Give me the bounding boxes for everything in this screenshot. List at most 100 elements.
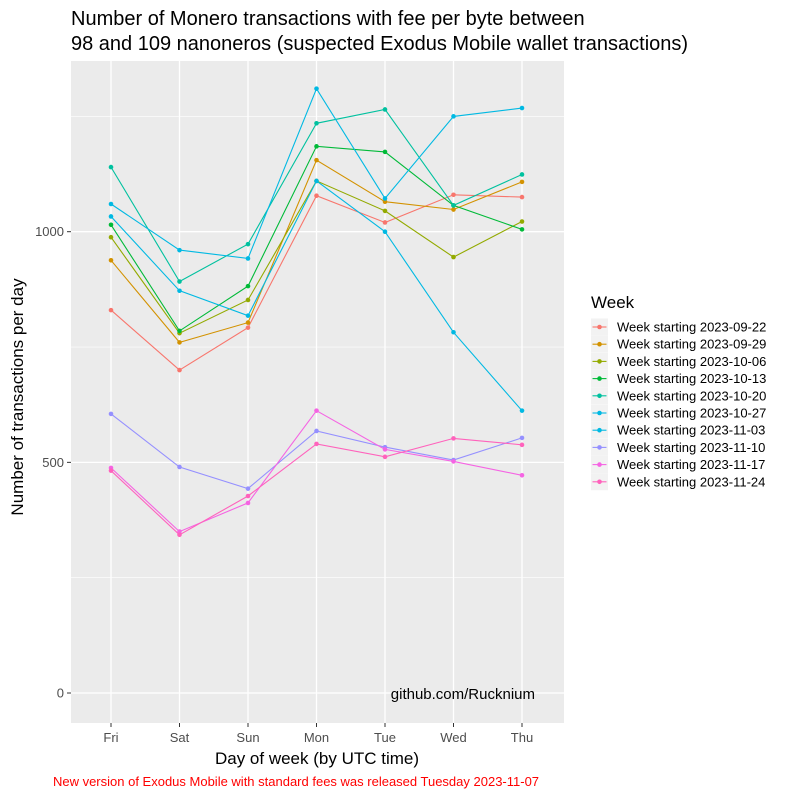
legend-key-point [597,359,602,364]
x-tick-label: Sat [170,730,190,745]
data-point-2-6 [519,219,525,224]
x-tick-label: Fri [103,730,118,745]
data-point-4-5 [451,203,456,208]
legend: Week starting 2023-09-22 Week starting 20… [591,318,766,491]
data-point-6-1 [177,288,182,294]
data-point-6-0 [108,214,114,219]
legend-label-4: Week starting 2023-10-20 [617,388,766,403]
data-point-7-6 [519,435,525,441]
data-point-3-3 [314,144,319,149]
legend-label-8: Week starting 2023-11-17 [617,457,765,472]
data-point-5-4 [382,196,388,201]
data-point-0-6 [519,194,525,200]
data-point-9-0 [108,468,114,473]
data-point-3-0 [108,222,114,228]
data-point-9-2 [245,493,251,499]
legend-item-3: Week starting 2023-10-13 [591,370,766,387]
data-point-0-0 [108,307,114,313]
data-point-6-2 [245,313,251,318]
legend-item-8: Week starting 2023-11-17 [591,456,765,473]
data-point-6-3 [314,178,319,184]
legend-label-0: Week starting 2023-09-22 [617,320,766,335]
legend-key-point [597,376,602,381]
title-line-1: Number of Monero transactions with fee p… [71,8,585,30]
data-point-3-6 [519,227,525,232]
legend-key-point [597,462,602,467]
x-axis-title: Day of week (by UTC time) [215,749,419,768]
data-point-0-3 [314,193,319,199]
chart-title: Number of Monero transactions with fee p… [71,8,688,55]
legend-label-5: Week starting 2023-10-27 [617,406,766,421]
legend-label-9: Week starting 2023-11-24 [617,474,765,489]
legend-key-point [597,445,602,450]
plot-panel [71,61,564,723]
data-point-5-6 [519,105,525,111]
data-point-4-4 [382,107,388,112]
data-point-1-4 [382,199,388,205]
data-point-7-3 [314,428,319,434]
data-point-9-5 [451,436,456,441]
data-point-6-5 [451,329,456,335]
data-point-5-1 [177,247,182,253]
data-point-8-1 [177,529,182,534]
legend-key-point [597,479,602,485]
data-point-1-2 [245,320,251,325]
data-point-8-4 [382,447,388,452]
legend-label-3: Week starting 2023-10-13 [617,371,766,386]
data-point-0-2 [245,325,251,330]
data-point-0-5 [451,192,456,198]
data-point-4-3 [314,120,319,126]
legend-item-5: Week starting 2023-10-27 [591,404,766,422]
legend-item-2: Week starting 2023-10-06 [591,352,766,370]
legend-key-point [597,393,602,399]
legend-title: Week [591,293,635,312]
legend-label-1: Week starting 2023-09-29 [617,337,766,352]
x-tick-label: Sun [236,730,259,745]
data-point-8-2 [245,500,251,506]
x-tick-label: Thu [511,730,533,745]
data-point-1-6 [519,179,525,185]
y-axis-title: Number of transactions per day [8,278,27,516]
data-point-8-3 [314,408,319,413]
data-point-4-1 [177,279,182,284]
legend-label-6: Week starting 2023-11-03 [617,423,765,438]
legend-label-2: Week starting 2023-10-06 [617,354,766,369]
data-point-3-2 [245,283,251,289]
data-point-7-1 [177,464,182,470]
data-point-6-6 [519,408,525,413]
data-point-7-0 [108,411,114,417]
data-point-3-4 [382,149,388,155]
data-point-8-5 [451,459,456,464]
title-line-2: 98 and 109 nanoneros (suspected Exodus M… [71,33,688,55]
data-point-2-2 [245,297,251,303]
legend-key-point [597,427,602,433]
gridlines [71,61,564,723]
y-axis: 0 500 1000 [35,224,71,701]
legend-item-7: Week starting 2023-11-10 [591,438,765,456]
data-point-2-5 [451,254,456,260]
x-tick-label: Wed [440,730,467,745]
data-point-1-5 [451,207,456,212]
data-point-9-3 [314,441,319,447]
data-point-0-4 [382,220,388,225]
data-point-4-0 [108,164,114,170]
data-point-5-2 [245,256,251,261]
x-axis: Fri Sat Sun Mon Tue Wed Thu [103,723,533,745]
data-point-1-0 [108,257,114,263]
legend-key-point [597,341,602,347]
data-point-6-4 [382,229,388,234]
y-tick-label: 500 [42,455,64,470]
data-point-1-3 [314,157,319,163]
data-point-4-6 [519,172,525,177]
legend-key-point [597,410,602,416]
data-point-0-1 [177,367,182,373]
data-point-4-2 [245,241,251,247]
data-point-8-6 [519,472,525,478]
data-point-9-6 [519,442,525,448]
data-point-9-1 [177,532,182,538]
data-point-5-0 [108,201,114,207]
data-point-5-3 [314,86,319,91]
watermark-text: github.com/Rucknium [391,686,535,703]
series-points [108,86,525,538]
